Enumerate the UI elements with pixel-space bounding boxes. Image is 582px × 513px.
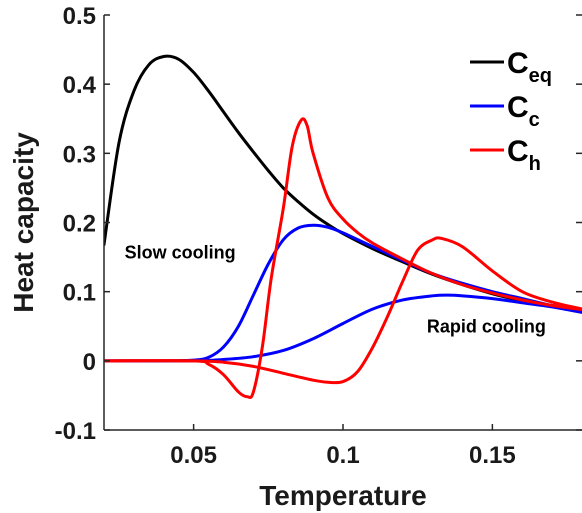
legend-entry: Ch xyxy=(507,135,541,175)
series-layer xyxy=(104,54,582,399)
x-tick-label: 0.1 xyxy=(326,442,359,469)
series-line-3 xyxy=(104,117,582,399)
x-axis-label: Temperature xyxy=(259,480,427,511)
y-axis-label: Heat capacity xyxy=(8,132,39,313)
y-tick-label: 0.4 xyxy=(63,72,97,99)
y-tick-label: 0 xyxy=(83,349,96,376)
y-tick-label: 0.5 xyxy=(63,3,96,30)
annotation-label: Rapid cooling xyxy=(427,316,546,336)
labels-layer: 0.05 0.1 0.15 -0.1 0 0.1 0.2 0.3 0.4 0.5 Slow cool… xyxy=(55,3,546,469)
annotation-label: Slow cooling xyxy=(125,242,236,262)
series-line-4 xyxy=(104,236,582,385)
legend-entry: Cc xyxy=(507,91,540,131)
y-tick-label: 0.2 xyxy=(63,211,96,238)
y-tick-label: 0.1 xyxy=(63,280,96,307)
legend-entry: Ceq xyxy=(507,47,552,87)
x-tick-label: 0.15 xyxy=(469,442,516,469)
series-line-2 xyxy=(104,293,582,363)
y-tick-label: 0.3 xyxy=(63,141,96,168)
y-tick-label: -0.1 xyxy=(55,418,96,445)
x-tick-label: 0.05 xyxy=(170,442,217,469)
axes-layer xyxy=(103,14,582,431)
